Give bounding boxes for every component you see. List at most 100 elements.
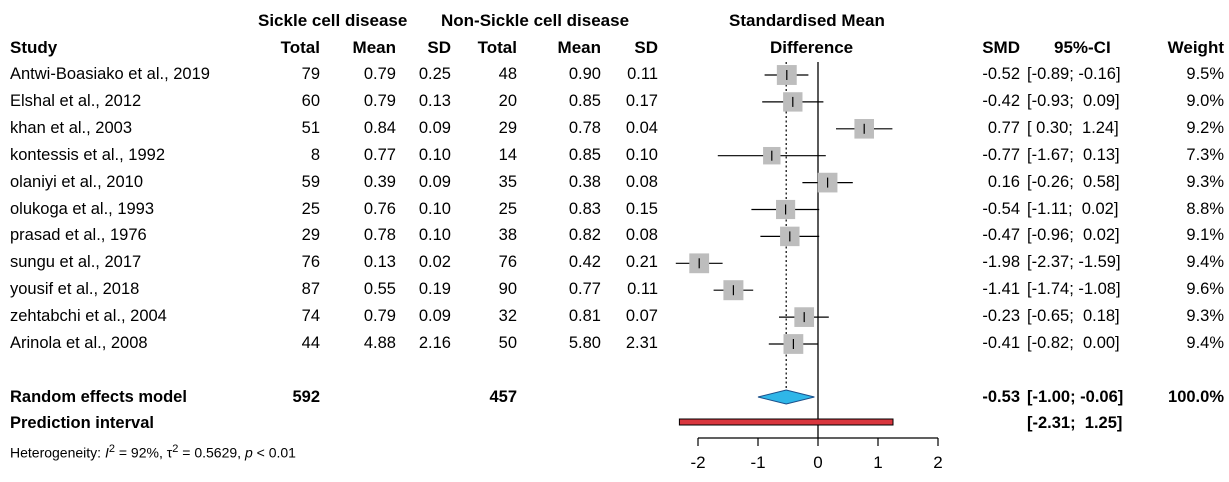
- random-effects-label: Random effects model: [10, 388, 187, 406]
- cell-weight-9: 9.6%: [1186, 280, 1224, 299]
- cell-ci-4: [-1.67; 0.13]: [1027, 145, 1120, 164]
- cell-smd-7: -0.47: [982, 226, 1020, 245]
- cell-smd-4: -0.77: [982, 145, 1020, 164]
- sd2-header: SD: [634, 38, 658, 57]
- weight-header: Weight: [1167, 38, 1224, 57]
- random-effects-total2: 457: [489, 388, 517, 406]
- het-tau: τ: [166, 444, 173, 461]
- cell-total2-8: 76: [498, 253, 517, 272]
- cell-mean1-7: 0.78: [363, 226, 396, 245]
- cell-sd1-11: 2.16: [418, 334, 451, 352]
- cell-total1-9: 87: [301, 280, 320, 299]
- prediction-interval-ci: [-2.31; 1.25]: [1027, 414, 1123, 432]
- cell-weight-2: 9.0%: [1186, 91, 1224, 110]
- cell-sd2-4: 0.10: [625, 145, 658, 164]
- cell-study-11: Arinola et al., 2008: [10, 334, 148, 352]
- cell-sd2-9: 0.11: [627, 280, 658, 299]
- cell-mean1-2: 0.79: [363, 91, 396, 110]
- cell-total2-3: 29: [498, 118, 517, 137]
- cell-sd2-10: 0.07: [625, 307, 658, 326]
- effect-header-line1: Standardised Mean: [729, 11, 885, 30]
- het-prefix: Heterogeneity:: [10, 444, 105, 461]
- x-tick-label-4: 1: [873, 453, 882, 472]
- cell-total2-11: 50: [498, 334, 517, 352]
- cell-ci-9: [-1.74; -1.08]: [1027, 280, 1121, 299]
- cell-total1-10: 74: [301, 307, 320, 326]
- prediction-interval-bar: [678, 418, 894, 426]
- het-i: I: [104, 444, 109, 461]
- cell-mean1-10: 0.79: [363, 307, 396, 326]
- cell-weight-8: 9.4%: [1186, 253, 1224, 272]
- cell-total1-1: 79: [301, 65, 320, 83]
- cell-total1-8: 76: [301, 253, 320, 272]
- cell-total2-4: 14: [498, 145, 517, 164]
- cell-sd1-10: 0.09: [418, 307, 451, 326]
- cell-smd-6: -0.54: [982, 199, 1020, 218]
- cell-sd1-4: 0.10: [418, 145, 451, 164]
- cell-weight-10: 9.3%: [1186, 307, 1224, 326]
- cell-sd1-3: 0.09: [418, 118, 451, 137]
- het-i-exp: 2: [108, 443, 115, 455]
- cell-total1-11: 44: [301, 334, 320, 352]
- cell-smd-5: 0.16: [987, 172, 1020, 191]
- cell-sd1-2: 0.13: [418, 91, 451, 110]
- cell-weight-7: 9.1%: [1186, 226, 1224, 245]
- cell-mean1-11: 4.88: [363, 334, 396, 352]
- smd-header: SMD: [982, 38, 1020, 57]
- cell-ci-1: [-0.89; -0.16]: [1027, 65, 1121, 83]
- cell-total1-7: 29: [301, 226, 320, 245]
- cell-sd2-6: 0.15: [625, 199, 658, 218]
- cell-mean1-9: 0.55: [363, 280, 396, 299]
- cell-mean2-10: 0.81: [568, 307, 601, 326]
- cell-sd1-1: 0.25: [418, 65, 451, 83]
- cell-mean2-4: 0.85: [568, 145, 601, 164]
- cell-ci-10: [-0.65; 0.18]: [1027, 307, 1120, 326]
- cell-study-3: khan et al., 2003: [10, 118, 133, 137]
- cell-total2-2: 20: [498, 91, 517, 110]
- het-p-val: < 0.01: [252, 444, 296, 461]
- cell-weight-3: 9.2%: [1186, 118, 1224, 137]
- x-tick-label-3: 0: [813, 453, 822, 472]
- cell-mean2-8: 0.42: [568, 253, 601, 272]
- cell-study-2: Elshal et al., 2012: [10, 91, 142, 110]
- mean2-header: Mean: [557, 38, 601, 57]
- effect-header-line2: Difference: [770, 38, 854, 57]
- cell-ci-2: [-0.93; 0.09]: [1027, 91, 1120, 110]
- cell-weight-6: 8.8%: [1186, 199, 1224, 218]
- random-effects-total1: 592: [292, 388, 320, 406]
- cell-total2-5: 35: [498, 172, 517, 191]
- cell-mean2-5: 0.38: [568, 172, 601, 191]
- cell-total1-6: 25: [301, 199, 320, 218]
- cell-sd2-11: 2.31: [625, 334, 658, 352]
- study-header: Study: [10, 38, 58, 57]
- total1-header: Total: [280, 38, 320, 57]
- cell-ci-8: [-2.37; -1.59]: [1027, 253, 1121, 272]
- het-p: p: [244, 444, 253, 461]
- cell-smd-8: -1.98: [982, 253, 1020, 272]
- cell-study-10: zehtabchi et al., 2004: [10, 307, 167, 326]
- cell-mean2-2: 0.85: [568, 91, 601, 110]
- cell-sd1-7: 0.10: [418, 226, 451, 245]
- cell-mean2-6: 0.83: [568, 199, 601, 218]
- heterogeneity-text: Heterogeneity: I2 = 92%, τ2 = 0.5629, p …: [10, 443, 296, 461]
- cell-sd2-7: 0.08: [625, 226, 658, 245]
- cell-sd2-2: 0.17: [625, 91, 658, 110]
- cell-mean1-3: 0.84: [363, 118, 396, 137]
- cell-mean2-1: 0.90: [568, 65, 601, 83]
- cell-weight-11: 9.4%: [1186, 334, 1224, 352]
- cell-mean1-8: 0.13: [363, 253, 396, 272]
- cell-mean1-6: 0.76: [363, 199, 396, 218]
- cell-study-4: kontessis et al., 1992: [10, 145, 166, 164]
- cell-mean2-7: 0.82: [568, 226, 601, 245]
- ci-header: 95%-CI: [1054, 38, 1111, 57]
- cell-mean1-1: 0.79: [363, 65, 396, 83]
- x-tick-label-2: -1: [750, 453, 765, 472]
- cell-ci-7: [-0.96; 0.02]: [1027, 226, 1120, 245]
- cell-total2-6: 25: [498, 199, 517, 218]
- random-effects-ci: [-1.00; -0.06]: [1027, 388, 1124, 406]
- group1-header: Sickle cell disease: [258, 11, 408, 30]
- cell-mean2-9: 0.77: [568, 280, 601, 299]
- x-tick-label-5: 2: [933, 453, 942, 472]
- cell-study-9: yousif et al., 2018: [10, 280, 140, 299]
